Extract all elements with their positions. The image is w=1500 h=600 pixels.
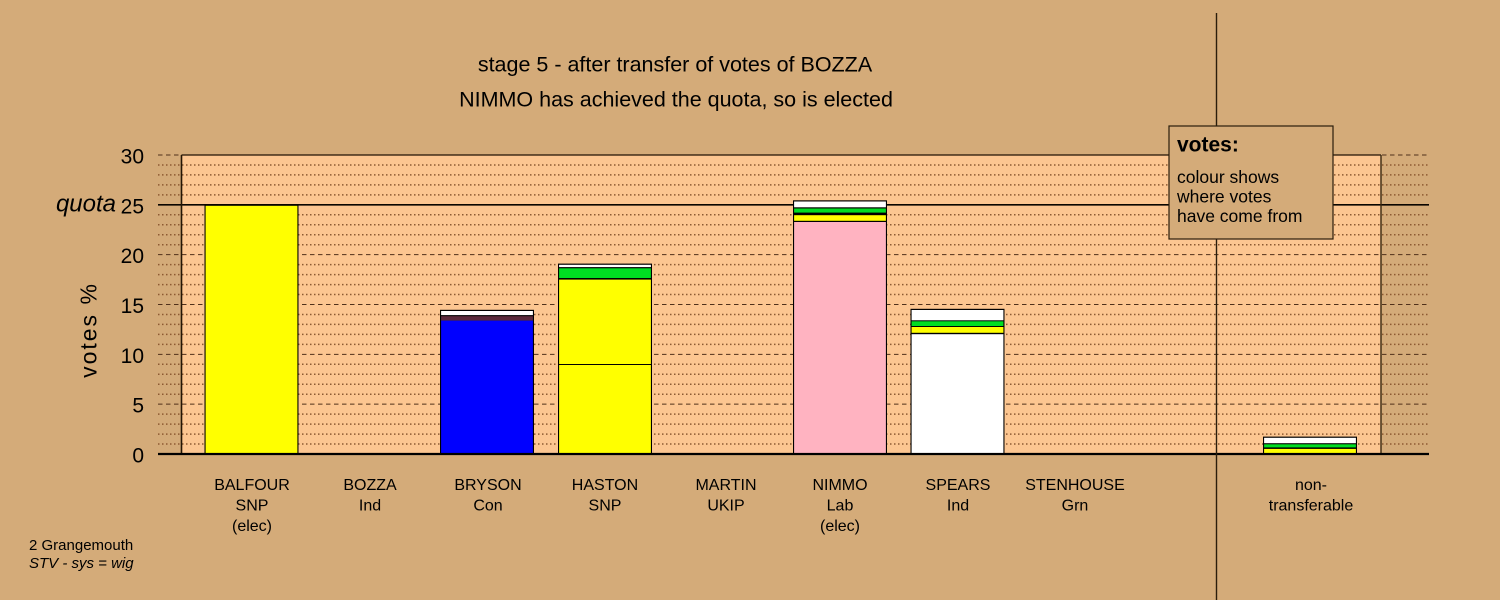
svg-text:(elec): (elec) [820,518,860,535]
svg-text:STV - sys = wig: STV - sys = wig [29,555,134,572]
svg-text:MARTIN: MARTIN [695,477,756,494]
svg-text:quota: quota [56,190,116,217]
svg-text:(elec): (elec) [232,518,272,535]
svg-text:SNP: SNP [589,498,622,515]
svg-text:non-: non- [1295,477,1327,494]
svg-text:20: 20 [121,245,144,268]
svg-text:BALFOUR: BALFOUR [214,477,290,494]
svg-text:25: 25 [121,195,144,218]
svg-text:5: 5 [132,395,144,418]
svg-text:0: 0 [132,445,144,468]
svg-text:2 Grangemouth: 2 Grangemouth [29,537,133,554]
svg-text:NIMMO has achieved the quota,: NIMMO has achieved the quota, so is elec… [459,88,893,112]
svg-text:STENHOUSE: STENHOUSE [1025,477,1125,494]
svg-text:30: 30 [121,146,144,169]
svg-text:Con: Con [473,498,502,515]
svg-text:SNP: SNP [236,498,269,515]
svg-text:Grn: Grn [1062,498,1089,515]
svg-text:transferable: transferable [1269,498,1354,515]
svg-text:votes:: votes: [1177,134,1239,157]
svg-text:Ind: Ind [359,498,381,515]
svg-text:Lab: Lab [827,498,854,515]
svg-text:NIMMO: NIMMO [812,477,867,494]
svg-text:Ind: Ind [947,498,969,515]
svg-text:UKIP: UKIP [707,498,744,515]
svg-text:stage 5 - after transfer of vo: stage 5 - after transfer of votes of BOZ… [478,53,873,77]
svg-text:10: 10 [121,345,144,368]
svg-text:colour shows: colour shows [1177,167,1279,187]
svg-text:SPEARS: SPEARS [926,477,991,494]
svg-text:HASTON: HASTON [572,477,638,494]
svg-text:where votes: where votes [1176,187,1272,207]
svg-text:BOZZA: BOZZA [343,477,397,494]
svg-text:votes %: votes % [76,282,102,378]
svg-text:BRYSON: BRYSON [454,477,521,494]
svg-text:have come from: have come from [1177,206,1302,226]
svg-text:15: 15 [121,295,144,318]
